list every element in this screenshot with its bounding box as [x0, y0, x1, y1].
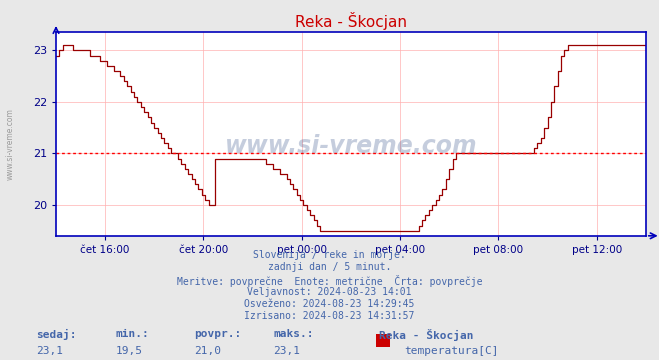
Text: sedaj:: sedaj:: [36, 329, 76, 341]
Text: Meritve: povprečne  Enote: metrične  Črta: povprečje: Meritve: povprečne Enote: metrične Črta:…: [177, 275, 482, 287]
Text: povpr.:: povpr.:: [194, 329, 242, 339]
Text: www.si-vreme.com: www.si-vreme.com: [5, 108, 14, 180]
Text: 21,0: 21,0: [194, 346, 221, 356]
Text: temperatura[C]: temperatura[C]: [404, 346, 498, 356]
Text: 23,1: 23,1: [36, 346, 63, 356]
Text: 19,5: 19,5: [115, 346, 142, 356]
Text: 23,1: 23,1: [273, 346, 301, 356]
Text: Reka - Škocjan: Reka - Škocjan: [379, 329, 473, 341]
Text: www.si-vreme.com: www.si-vreme.com: [225, 134, 477, 158]
Text: Slovenija / reke in morje.: Slovenija / reke in morje.: [253, 250, 406, 260]
Text: Izrisano: 2024-08-23 14:31:57: Izrisano: 2024-08-23 14:31:57: [244, 311, 415, 321]
Text: min.:: min.:: [115, 329, 149, 339]
Text: Veljavnost: 2024-08-23 14:01: Veljavnost: 2024-08-23 14:01: [247, 287, 412, 297]
Text: Osveženo: 2024-08-23 14:29:45: Osveženo: 2024-08-23 14:29:45: [244, 299, 415, 309]
Text: zadnji dan / 5 minut.: zadnji dan / 5 minut.: [268, 262, 391, 273]
Title: Reka - Škocjan: Reka - Škocjan: [295, 12, 407, 30]
Text: maks.:: maks.:: [273, 329, 314, 339]
